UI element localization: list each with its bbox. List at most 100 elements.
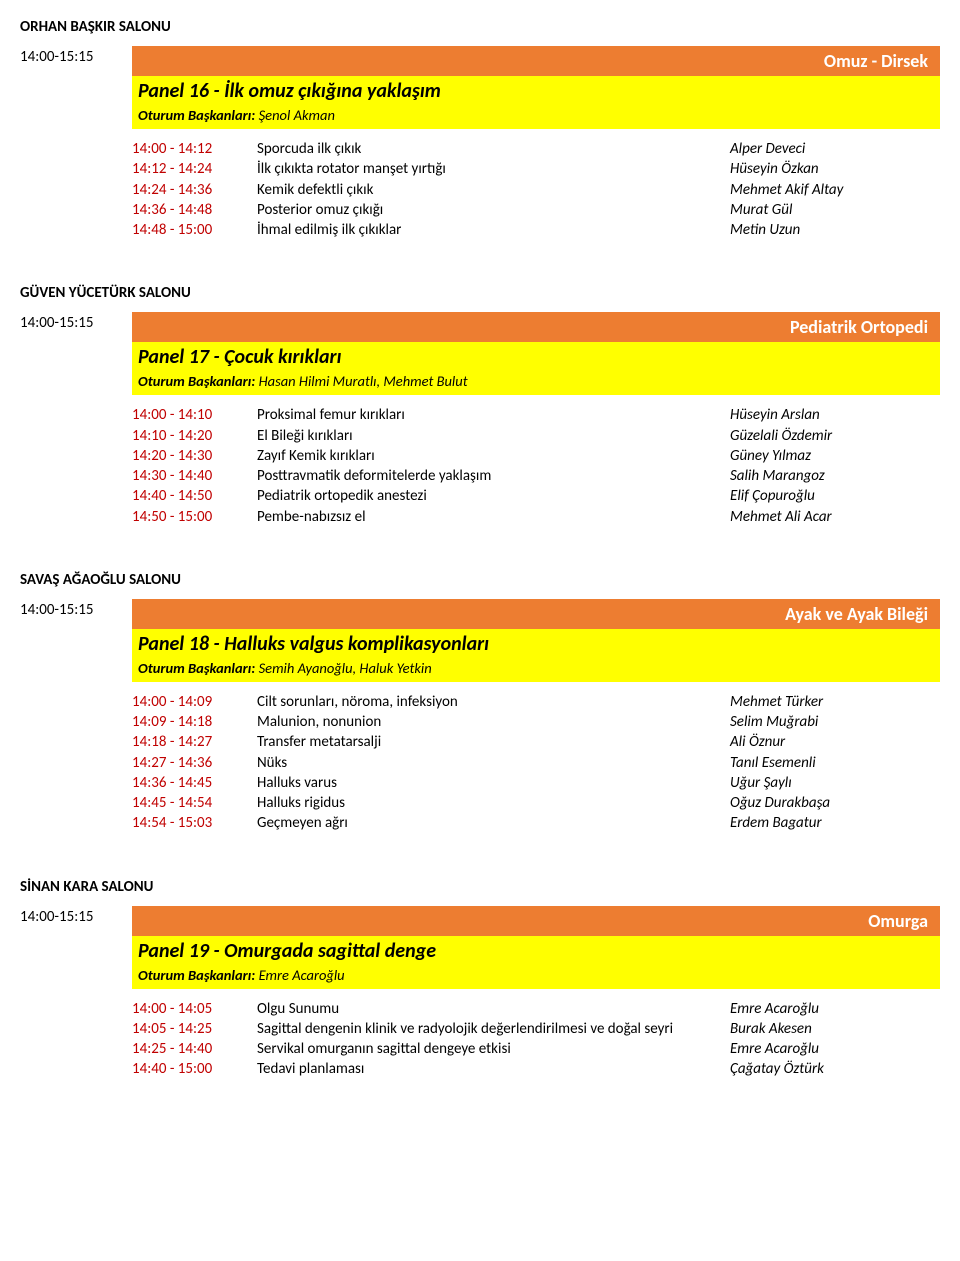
talk-row: 14:00 - 14:09Cilt sorunları, nöroma, inf…	[20, 692, 940, 712]
talk-time: 14:54 - 15:03	[132, 813, 257, 833]
talk-title: Posttravmatik deformitelerde yaklaşım	[257, 466, 730, 486]
session-time: 14:00-15:15	[20, 906, 132, 936]
chairs-row: Oturum Başkanları: Emre Acaroğlu	[132, 966, 940, 989]
talk-speaker: Güney Yılmaz	[730, 446, 940, 466]
category-bar: Pediatrik Ortopedi	[132, 312, 940, 342]
chairs-row: Oturum Başkanları: Semih Ayanoğlu, Haluk…	[132, 659, 940, 682]
talk-time: 14:05 - 14:25	[132, 1019, 257, 1039]
talk-time: 14:30 - 14:40	[132, 466, 257, 486]
talk-speaker: Hüseyin Arslan	[730, 405, 940, 425]
talk-row: 14:05 - 14:25Sagittal dengenin klinik ve…	[20, 1019, 940, 1039]
talk-row: 14:36 - 14:48Posterior omuz çıkığıMurat …	[20, 200, 940, 220]
session-section: SİNAN KARA SALONU 14:00-15:15 Omurga Panel …	[20, 878, 940, 1080]
talk-row: 14:40 - 14:50Pediatrik ortopedik anestez…	[20, 486, 940, 506]
talk-title: Zayıf Kemik kırıkları	[257, 446, 730, 466]
chairs-label: Oturum Başkanları:	[138, 659, 259, 677]
category-bar: Omurga	[132, 906, 940, 936]
spacer	[20, 629, 132, 659]
session-section: GÜVEN YÜCETÜRK SALONU 14:00-15:15 Pediatri…	[20, 284, 940, 527]
talk-title: Sagittal dengenin klinik ve radyolojik d…	[257, 1019, 730, 1039]
talk-title: İlk çıkıkta rotator manşet yırtığı	[257, 159, 730, 179]
talk-row: 14:00 - 14:12Sporcuda ilk çıkıkAlper Dev…	[20, 139, 940, 159]
talk-time: 14:36 - 14:48	[132, 200, 257, 220]
panel-grid: 14:00-15:15 Ayak ve Ayak Bileği Panel 18 -…	[20, 599, 940, 682]
talk-time: 14:50 - 15:00	[132, 507, 257, 527]
talk-speaker: Güzelali Özdemir	[730, 426, 940, 446]
talks-list: 14:00 - 14:12Sporcuda ilk çıkıkAlper Dev…	[20, 139, 940, 240]
panel-title-row: Panel 17 - Çocuk kırıkları	[132, 342, 940, 372]
talk-title: Pediatrik ortopedik anestezi	[257, 486, 730, 506]
talk-row: 14:45 - 14:54Halluks rigidusOğuz Durakba…	[20, 793, 940, 813]
talk-time: 14:25 - 14:40	[132, 1039, 257, 1059]
talk-title: Sporcuda ilk çıkık	[257, 139, 730, 159]
talk-row: 14:24 - 14:36Kemik defektli çıkıkMehmet …	[20, 180, 940, 200]
chairs-names: Hasan Hilmi Muratlı, Mehmet Bulut	[259, 372, 468, 390]
chairs-names: Emre Acaroğlu	[259, 966, 345, 984]
panel-title-row: Panel 19 - Omurgada sagittal denge	[132, 936, 940, 966]
spacer	[20, 966, 132, 989]
chairs-label: Oturum Başkanları:	[138, 106, 259, 124]
talk-title: Kemik defektli çıkık	[257, 180, 730, 200]
talk-speaker: Ali Öznur	[730, 732, 940, 752]
talk-time: 14:40 - 14:50	[132, 486, 257, 506]
talk-title: Malunion, nonunion	[257, 712, 730, 732]
talk-speaker: Elif Çopuroğlu	[730, 486, 940, 506]
talk-title: Halluks rigidus	[257, 793, 730, 813]
talk-time: 14:00 - 14:09	[132, 692, 257, 712]
talk-speaker: Hüseyin Özkan	[730, 159, 940, 179]
session-time: 14:00-15:15	[20, 46, 132, 76]
talk-row: 14:12 - 14:24İlk çıkıkta rotator manşet …	[20, 159, 940, 179]
talk-time: 14:00 - 14:05	[132, 999, 257, 1019]
spacer	[20, 342, 132, 372]
spacer	[20, 106, 132, 129]
talk-time: 14:10 - 14:20	[132, 426, 257, 446]
chairs-row: Oturum Başkanları: Şenol Akman	[132, 106, 940, 129]
talk-title: Pembe-nabızsız el	[257, 507, 730, 527]
talk-row: 14:40 - 15:00Tedavi planlamasıÇağatay Öz…	[20, 1059, 940, 1079]
panel-grid: 14:00-15:15 Pediatrik Ortopedi Panel 17 - …	[20, 312, 940, 395]
talk-speaker: Murat Gül	[730, 200, 940, 220]
talk-row: 14:20 - 14:30Zayıf Kemik kırıklarıGüney …	[20, 446, 940, 466]
chairs-label: Oturum Başkanları:	[138, 372, 259, 390]
panel-title: Panel 19 - Omurgada sagittal denge	[138, 939, 436, 963]
talk-title: Transfer metatarsalji	[257, 732, 730, 752]
talk-title: El Bileği kırıkları	[257, 426, 730, 446]
spacer	[20, 372, 132, 395]
talk-row: 14:48 - 15:00İhmal edilmiş ilk çıkıklarM…	[20, 220, 940, 240]
panel-title-row: Panel 18 - Halluks valgus komplikasyonla…	[132, 629, 940, 659]
talk-speaker: Emre Acaroğlu	[730, 999, 940, 1019]
talk-speaker: Mehmet Ali Acar	[730, 507, 940, 527]
room-name: GÜVEN YÜCETÜRK SALONU	[20, 284, 940, 302]
panel-grid: 14:00-15:15Omuz - DirsekPanel 16 - İlk o…	[20, 46, 940, 129]
talk-speaker: Emre Acaroğlu	[730, 1039, 940, 1059]
talk-speaker: Selim Muğrabi	[730, 712, 940, 732]
panel-title-row: Panel 16 - İlk omuz çıkığına yaklaşım	[132, 76, 940, 106]
talk-speaker: Mehmet Akif Altay	[730, 180, 940, 200]
talk-row: 14:30 - 14:40Posttravmatik deformitelerd…	[20, 466, 940, 486]
talk-time: 14:48 - 15:00	[132, 220, 257, 240]
talk-speaker: Oğuz Durakbaşa	[730, 793, 940, 813]
session-time: 14:00-15:15	[20, 312, 132, 342]
category-label: Ayak ve Ayak Bileği	[785, 603, 928, 625]
room-name: SAVAŞ AĞAOĞLU SALONU	[20, 571, 940, 589]
panel-grid: 14:00-15:15 Omurga Panel 19 - Omurgada sag…	[20, 906, 940, 989]
talk-speaker: Erdem Bagatur	[730, 813, 940, 833]
panel-title: Panel 18 - Halluks valgus komplikasyonla…	[138, 632, 489, 656]
talk-speaker: Alper Deveci	[730, 139, 940, 159]
talks-list: 14:00 - 14:10Proksimal femur kırıklarıHü…	[20, 405, 940, 527]
category-label: Omurga	[868, 910, 928, 932]
talk-title: Cilt sorunları, nöroma, infeksiyon	[257, 692, 730, 712]
talk-title: Olgu Sunumu	[257, 999, 730, 1019]
chairs-names: Şenol Akman	[259, 106, 335, 124]
spacer	[20, 76, 132, 106]
room-name: SİNAN KARA SALONU	[20, 878, 940, 896]
talk-time: 14:00 - 14:10	[132, 405, 257, 425]
category-label: Pediatrik Ortopedi	[790, 316, 928, 338]
talk-time: 14:36 - 14:45	[132, 773, 257, 793]
talks-list: 14:00 - 14:05Olgu SunumuEmre Acaroğlu14:…	[20, 999, 940, 1080]
talk-speaker: Çağatay Öztürk	[730, 1059, 940, 1079]
talk-speaker: Burak Akesen	[730, 1019, 940, 1039]
session-time: 14:00-15:15	[20, 599, 132, 629]
session-section: ORHAN BAŞKIR SALONU14:00-15:15Omuz - Dir…	[20, 18, 940, 240]
talk-time: 14:00 - 14:12	[132, 139, 257, 159]
